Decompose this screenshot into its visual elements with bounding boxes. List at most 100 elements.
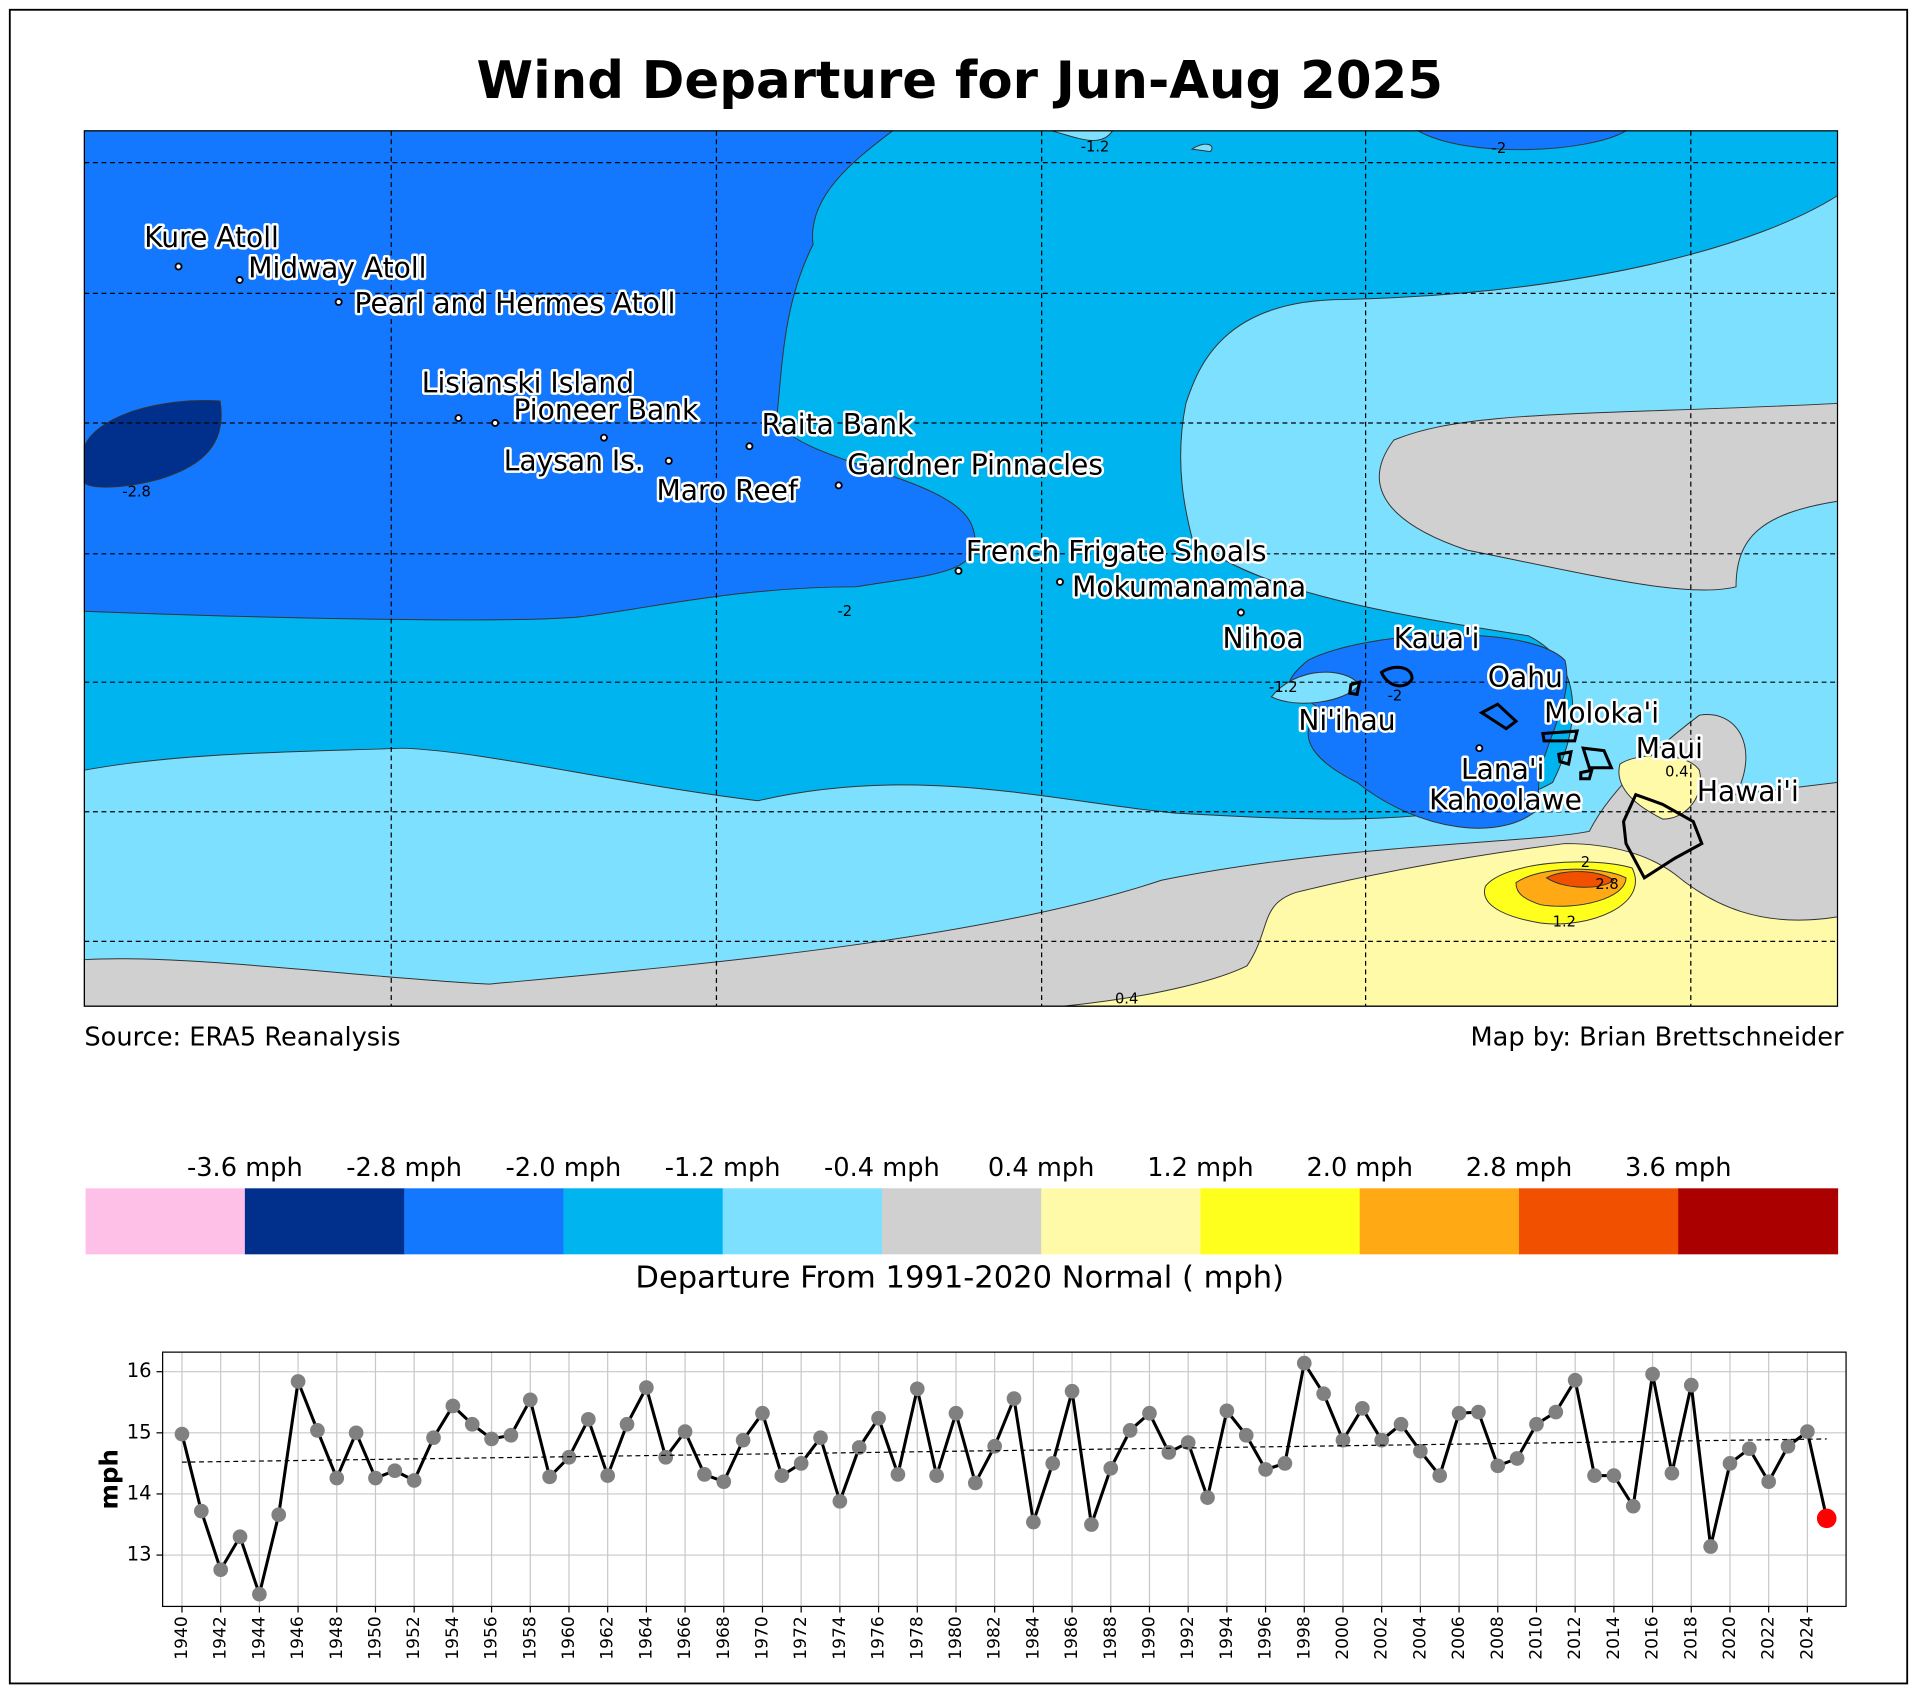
x-tick-label: 1982 [985, 1616, 1005, 1660]
plot-border [162, 1351, 1847, 1608]
colorbar-tick-label: 1.2 mph [1147, 1153, 1254, 1183]
x-tick-label: 1986 [1062, 1616, 1082, 1660]
place-label: Lisianski Island [422, 366, 634, 399]
data-point [948, 1405, 964, 1421]
place-label: Lana'i [1461, 753, 1544, 786]
data-point [1335, 1432, 1351, 1448]
place-dots [174, 262, 1484, 753]
y-tick-label: 16 [127, 1359, 152, 1382]
colorbar-tick-label: 3.6 mph [1625, 1153, 1732, 1183]
data-point [1238, 1427, 1254, 1443]
place-label: Moloka'i [1544, 697, 1659, 730]
contour-labels: -1.2 -2 -2.8 -2 -1.2 -2 2 2.8 1.2 0.4 0.… [122, 139, 1688, 1008]
data-point [1064, 1383, 1080, 1399]
island [1541, 729, 1580, 743]
colorbar-cell [1678, 1188, 1839, 1255]
data-point [1258, 1462, 1273, 1477]
place-label: Oahu [1488, 661, 1563, 694]
data-point [1374, 1432, 1390, 1448]
x-tick-label: 1940 [172, 1616, 192, 1660]
data-point [1529, 1416, 1544, 1432]
x-tick-label: 1970 [752, 1616, 772, 1660]
data-point [1161, 1445, 1177, 1460]
contour-label: -2 [1492, 140, 1507, 157]
data-point [639, 1380, 654, 1395]
x-tick-label: 1952 [404, 1616, 424, 1660]
data-point [1180, 1435, 1196, 1450]
contour-label: 2 [1581, 854, 1590, 871]
colorbar-cell [1359, 1188, 1520, 1255]
place-dot [174, 262, 183, 271]
place-dot [954, 566, 963, 575]
contour [83, 400, 222, 488]
colorbar-tick-label: -1.2 mph [665, 1153, 781, 1183]
colorbar-tick-label: 0.4 mph [988, 1153, 1095, 1183]
contour [1063, 843, 1838, 1007]
data-point [348, 1425, 364, 1441]
data-point [580, 1412, 596, 1427]
colorbar-cell [881, 1188, 1042, 1255]
data-point [967, 1475, 983, 1491]
place-label: Mokumanamana [1072, 571, 1306, 604]
data-point [658, 1449, 674, 1465]
island [1581, 746, 1614, 770]
contour-label: 0.4 [1665, 763, 1688, 780]
colorbar-tick-label: 2.0 mph [1306, 1153, 1413, 1183]
x-tick-label: 1950 [365, 1616, 385, 1660]
x-tick-label: 1980 [946, 1616, 966, 1660]
data-point [503, 1427, 519, 1443]
x-tick-label: 1996 [1256, 1616, 1276, 1660]
map-border [83, 130, 1839, 1007]
data-point [464, 1416, 480, 1432]
x-tick-label: 2022 [1759, 1616, 1779, 1660]
place-label: Midway Atoll [248, 252, 426, 285]
colorbar-tick-label: -3.6 mph [187, 1153, 303, 1183]
contour [83, 194, 1838, 1007]
data-point [987, 1438, 1003, 1454]
place-label: Maro Reef [657, 474, 799, 507]
data-point [1296, 1355, 1312, 1371]
colorbar-cell [404, 1188, 565, 1255]
line-chart: 1940 1942 1944 1946 1948 1950 1952 1954 1956 1958… [94, 1351, 1847, 1660]
data-point [1548, 1404, 1564, 1420]
colorbar-cell [1518, 1188, 1679, 1255]
place-label: Ni'ihau [1298, 704, 1395, 737]
data-point [174, 1426, 190, 1442]
data-point [1587, 1468, 1602, 1483]
x-tick-label: 1944 [249, 1616, 269, 1660]
contour [1618, 755, 1702, 820]
x-tick-label: 1988 [1101, 1616, 1121, 1660]
title: Wind Departure for Jun-Aug 2025 [476, 51, 1443, 111]
data-point [484, 1431, 499, 1447]
map-grid [84, 130, 1838, 1007]
data-point [1567, 1372, 1583, 1388]
data-point [1316, 1386, 1331, 1402]
colorbar-tick-label: 2.8 mph [1466, 1153, 1573, 1183]
place-dot [1236, 608, 1245, 617]
data-point [522, 1392, 538, 1408]
x-tick-label: 2016 [1643, 1616, 1663, 1660]
data-point [677, 1424, 693, 1439]
data-point [426, 1430, 441, 1446]
data-point [851, 1440, 867, 1455]
y-axis-label: mph [94, 1449, 123, 1509]
credit: Map by: Brian Brettschneider [1470, 1022, 1844, 1052]
data-point [232, 1529, 248, 1545]
place-label: French Frigate Shoals [966, 535, 1267, 568]
data-point [813, 1430, 828, 1446]
contour [1378, 402, 1838, 591]
contour-label: -2.8 [122, 483, 151, 500]
place-labels: Kure Atoll Midway Atoll Pearl and Hermes… [142, 219, 1801, 819]
data-point [1451, 1405, 1467, 1421]
data-point [600, 1468, 616, 1483]
colorbar-cell [85, 1188, 246, 1255]
data-point [1432, 1468, 1448, 1483]
data-point [1683, 1377, 1699, 1393]
place-label: Kaua'i [1394, 622, 1480, 655]
place-label: Kahoolawe [1429, 783, 1582, 816]
x-tick-label: 2002 [1372, 1616, 1392, 1660]
data-point [290, 1374, 306, 1389]
data-point [1471, 1404, 1486, 1420]
data-point [1103, 1460, 1119, 1476]
